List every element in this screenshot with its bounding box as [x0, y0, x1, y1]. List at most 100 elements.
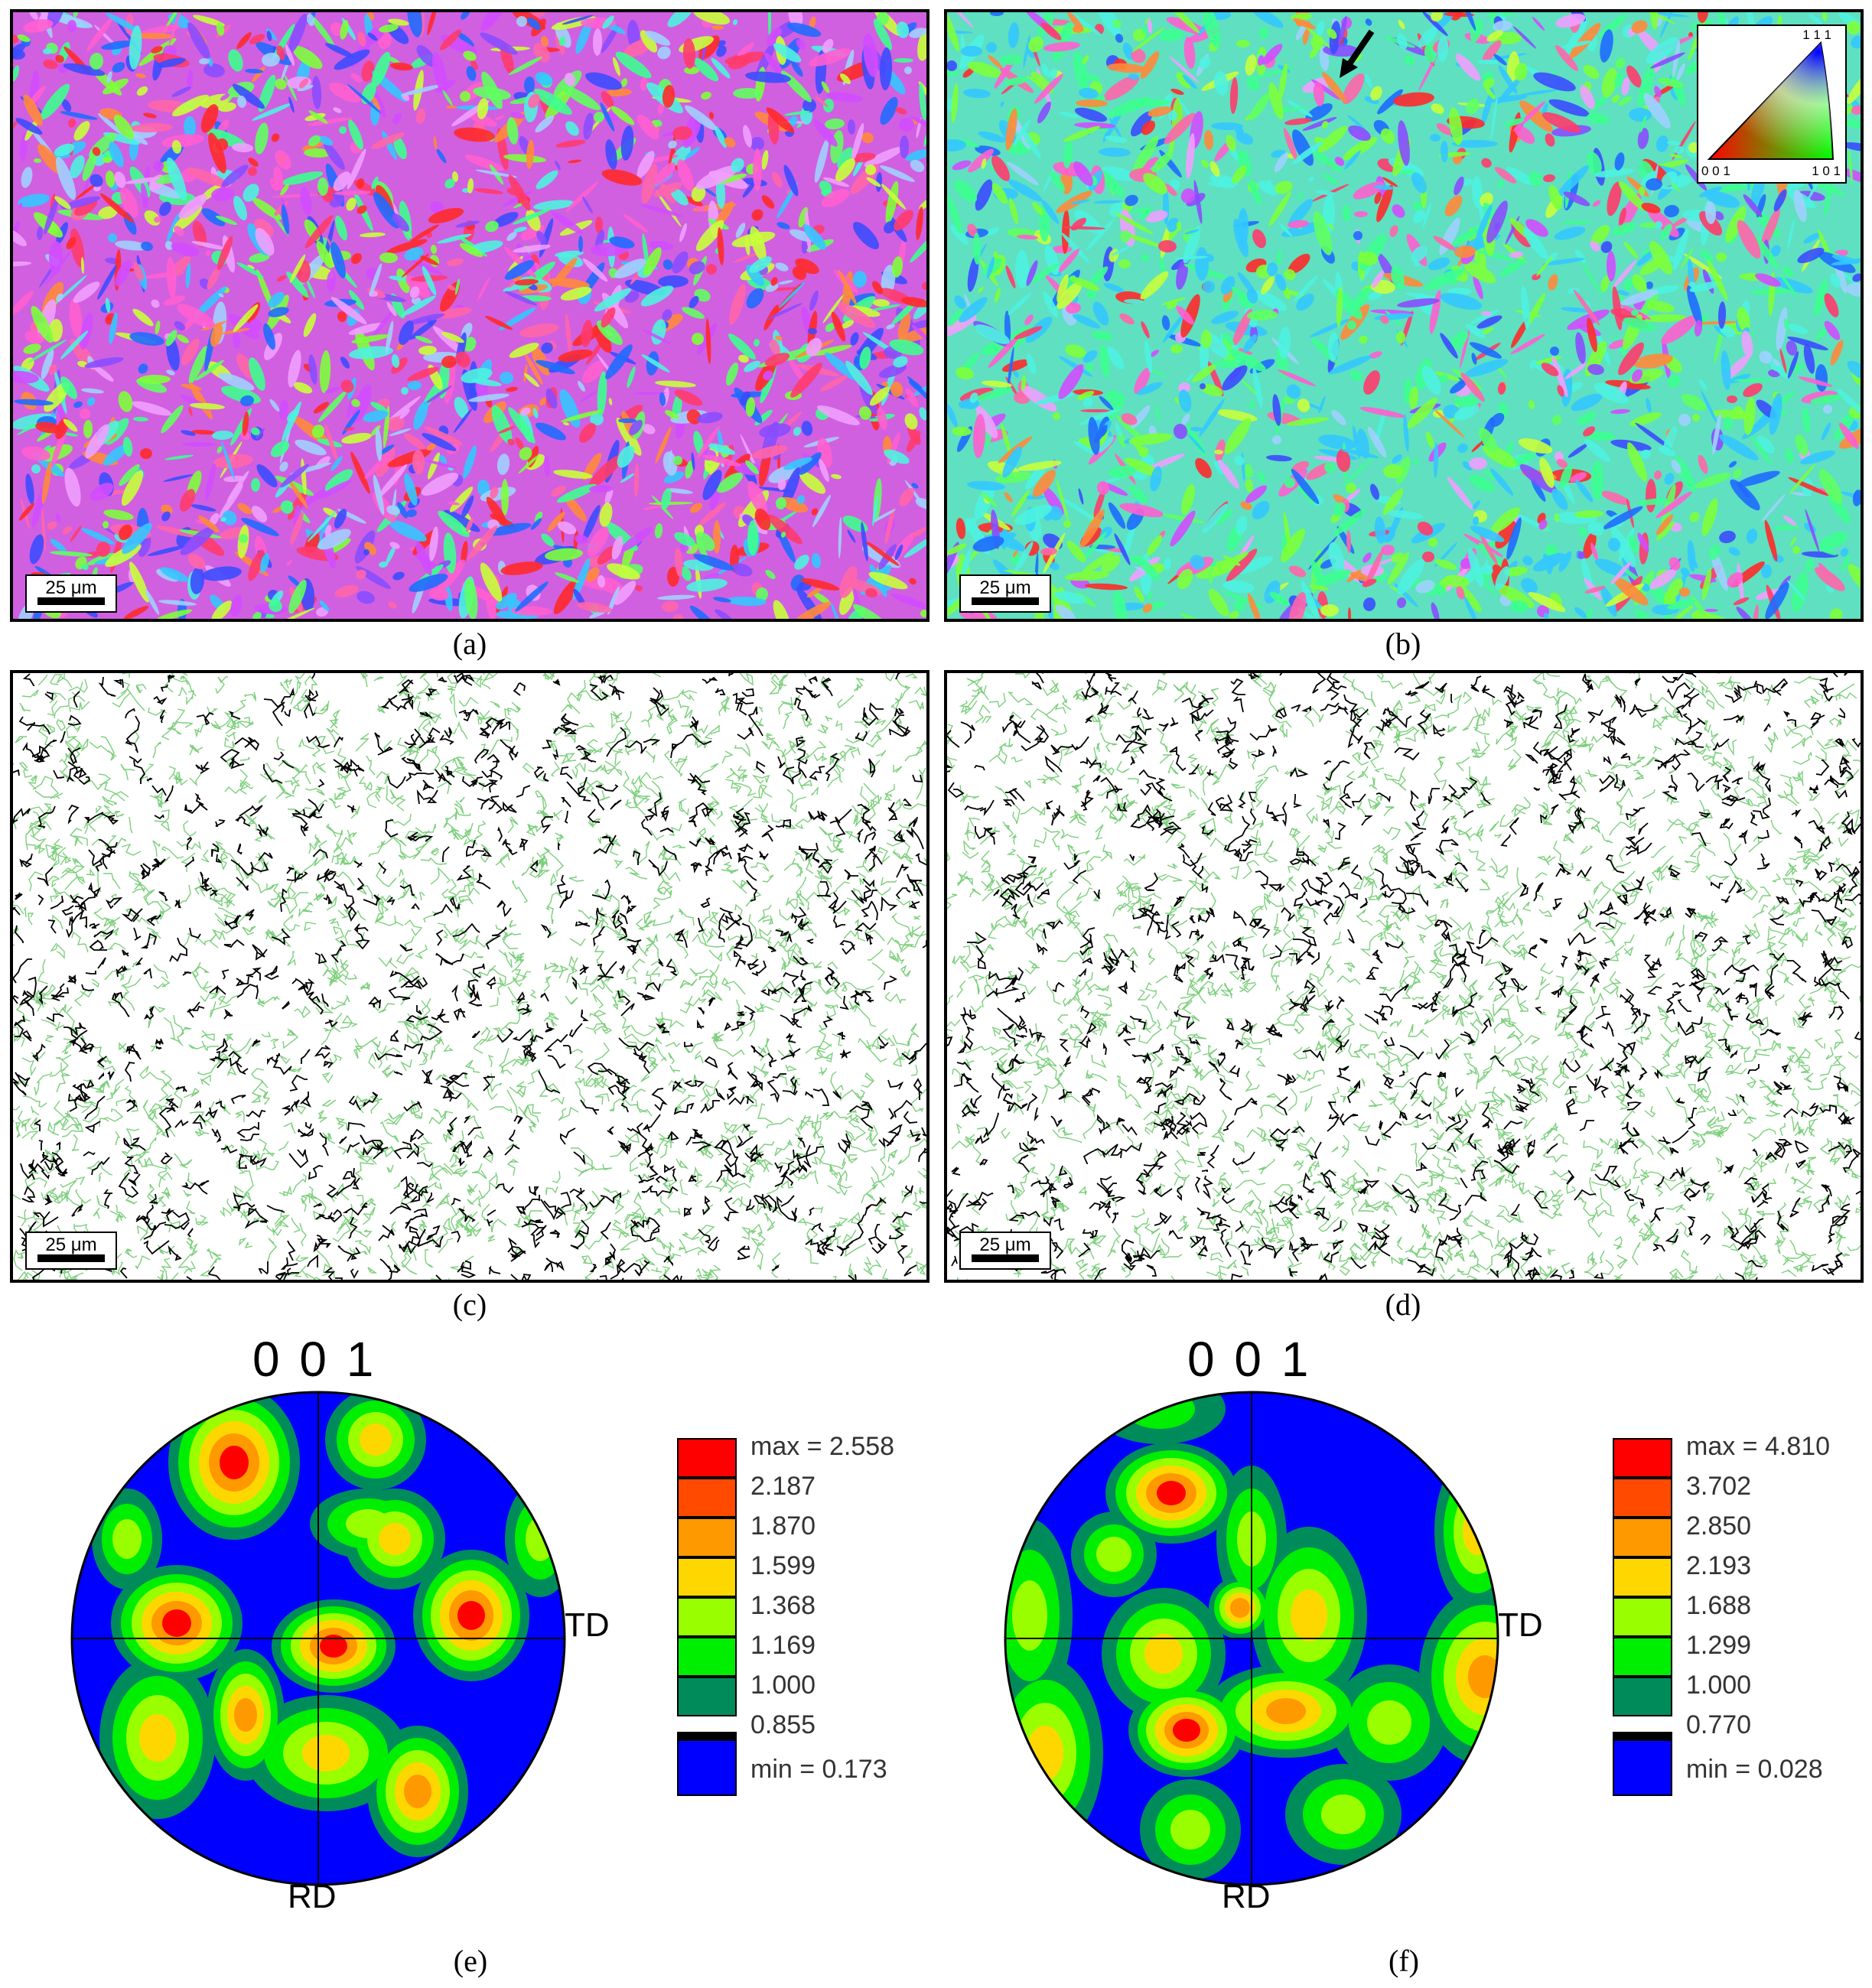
boundary-line	[821, 677, 833, 697]
grain	[106, 12, 141, 34]
grain	[496, 454, 510, 475]
grain	[661, 488, 672, 509]
grain	[530, 518, 542, 530]
boundary-line	[376, 1142, 394, 1158]
boundary-line	[633, 795, 650, 808]
boundary-line	[421, 1000, 427, 1013]
boundary-line	[829, 1163, 838, 1176]
boundary-line	[301, 1194, 311, 1212]
grain	[340, 356, 350, 369]
grain	[1320, 604, 1339, 617]
grain	[600, 102, 615, 132]
grain	[220, 93, 230, 101]
grain	[1116, 415, 1144, 441]
grain	[1113, 590, 1127, 619]
boundary-line	[801, 981, 813, 1002]
grain	[684, 67, 699, 74]
grain	[1633, 609, 1652, 619]
boundary-line	[725, 1182, 751, 1193]
boundary-line	[99, 781, 125, 802]
boundary-line	[216, 854, 223, 864]
boundary-line	[322, 744, 335, 754]
grain	[1284, 477, 1295, 488]
grain	[1203, 12, 1221, 48]
grain	[616, 418, 642, 456]
grain	[350, 252, 363, 265]
grain	[408, 380, 422, 391]
boundary-line	[689, 802, 709, 819]
grain	[967, 61, 1002, 78]
grain	[1560, 464, 1572, 489]
grain	[387, 57, 401, 64]
grain	[1532, 16, 1545, 31]
grain	[923, 135, 926, 147]
grain	[24, 330, 44, 344]
grain	[541, 342, 553, 354]
boundary-line	[378, 1003, 396, 1014]
grain	[776, 222, 790, 229]
grain	[876, 12, 890, 25]
grain	[668, 140, 677, 149]
grain	[911, 324, 926, 341]
grain	[1236, 132, 1254, 145]
grain	[1040, 547, 1057, 556]
boundary-line	[66, 721, 78, 743]
boundary-line	[304, 922, 317, 932]
boundary-line	[175, 771, 188, 786]
grain	[375, 428, 383, 461]
grain	[1519, 100, 1553, 132]
boundary-line	[498, 949, 513, 968]
grain	[1649, 12, 1659, 30]
grain	[256, 428, 265, 440]
grain	[41, 508, 46, 551]
grain	[1343, 457, 1373, 486]
grain	[1234, 455, 1245, 466]
grain	[1668, 578, 1683, 598]
grain	[138, 374, 171, 385]
grain	[371, 310, 394, 339]
boundary-line	[353, 1229, 373, 1238]
boundary-line	[789, 1169, 812, 1181]
grain	[1213, 71, 1229, 96]
grain	[583, 112, 594, 140]
grain	[1163, 558, 1172, 570]
boundary-line	[569, 938, 586, 946]
boundary-line	[512, 1029, 532, 1042]
grain	[1587, 151, 1602, 176]
grain	[744, 237, 750, 255]
grain	[198, 516, 220, 532]
grain	[512, 208, 552, 225]
grain	[386, 505, 400, 516]
grain	[1288, 253, 1310, 275]
grain	[1528, 591, 1566, 613]
boundary-line	[465, 1211, 480, 1237]
grain	[89, 53, 104, 70]
grain	[1073, 441, 1095, 454]
grain	[1787, 324, 1809, 334]
grain	[1278, 369, 1316, 386]
grain	[1049, 68, 1058, 79]
scale-bar-b: 25 μm	[959, 574, 1051, 613]
boundary-line	[916, 1261, 926, 1276]
grain	[461, 12, 470, 20]
boundary-line	[160, 1070, 172, 1088]
boundary-line	[480, 743, 487, 753]
grain	[859, 347, 871, 369]
grain	[1101, 166, 1136, 181]
boundary-line	[374, 732, 384, 753]
boundary-line	[479, 1027, 490, 1046]
grain	[1106, 346, 1125, 370]
grain	[1698, 454, 1708, 474]
grain	[560, 287, 592, 301]
grain	[1316, 190, 1336, 196]
boundary-line	[676, 1107, 682, 1114]
grain	[952, 426, 972, 437]
boundary-line	[244, 1153, 260, 1163]
grain	[753, 148, 762, 191]
grain	[333, 171, 351, 191]
boundary-line	[754, 1006, 774, 1010]
boundary-line	[495, 854, 510, 866]
boundary-line	[458, 696, 479, 707]
grain	[1089, 266, 1109, 286]
grain	[1847, 73, 1861, 104]
